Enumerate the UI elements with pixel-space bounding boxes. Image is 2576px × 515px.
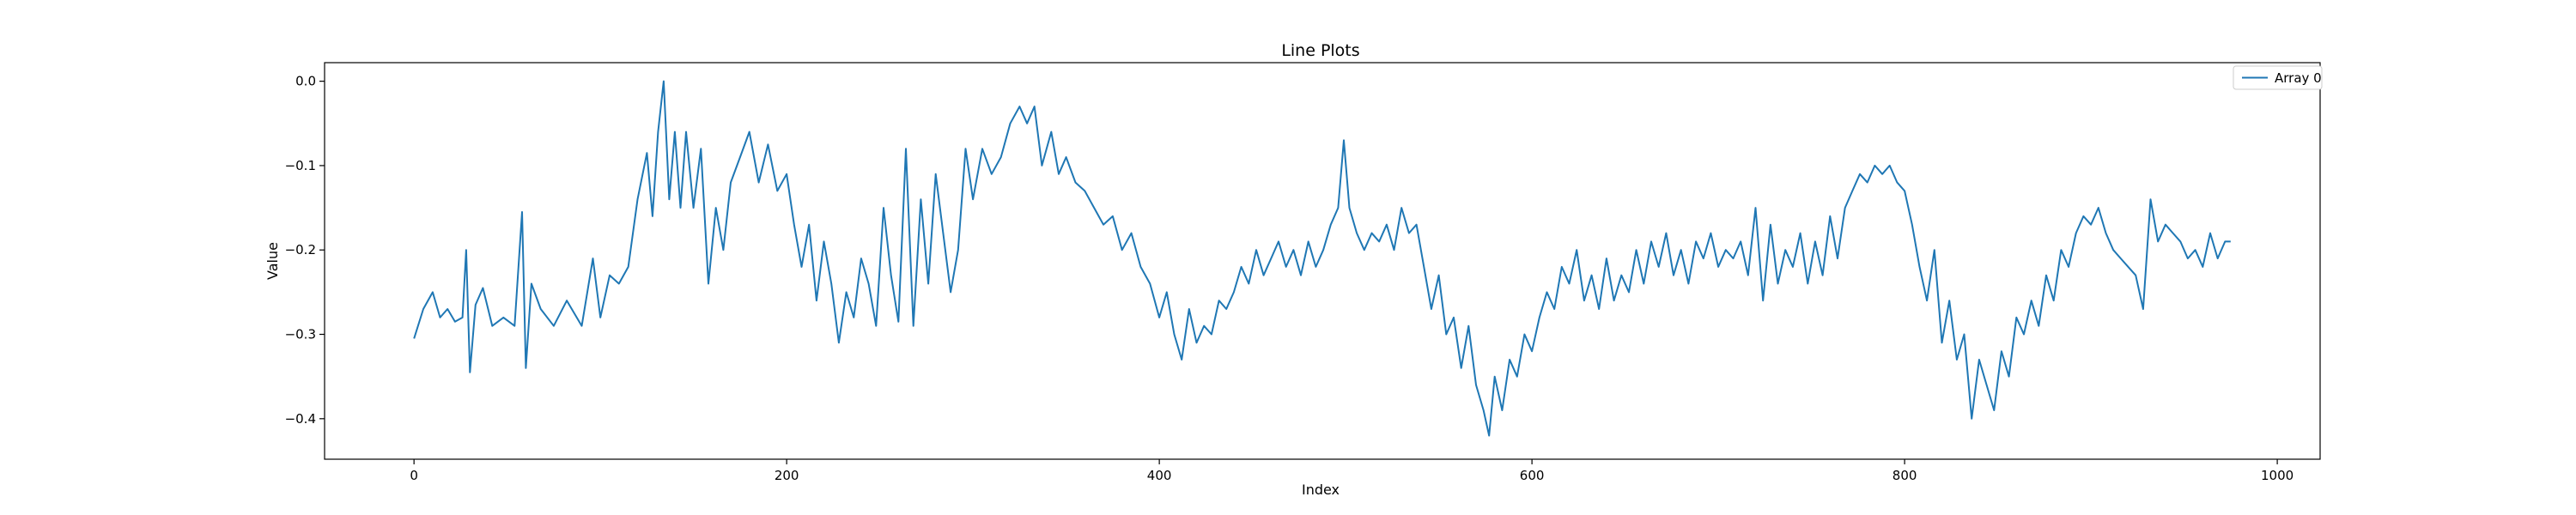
x-tick-label: 400 [1147, 468, 1172, 483]
chart-title: Line Plots [1281, 41, 1359, 60]
legend: Array 0 [2233, 65, 2323, 90]
axes-border [324, 62, 2321, 460]
x-tick-label: 0 [410, 468, 418, 483]
legend-label-array-0: Array 0 [2275, 70, 2322, 86]
y-tick-label: −0.1 [285, 158, 316, 173]
series-layer [413, 80, 2231, 437]
x-axis-label: Index [1302, 482, 1340, 498]
y-tick-label: −0.3 [285, 327, 316, 342]
series-line-array-0 [413, 80, 2231, 437]
legend-box [2233, 65, 2323, 90]
x-axis: 0 200 400 600 800 1000 [410, 459, 2293, 483]
x-tick-label: 800 [1893, 468, 1917, 483]
y-tick-label: 0.0 [295, 74, 316, 89]
x-tick-label: 1000 [2261, 468, 2293, 483]
y-tick-label: −0.4 [285, 411, 316, 427]
y-axis: 0.0 −0.1 −0.2 −0.3 −0.4 [285, 74, 325, 427]
y-axis-label: Value [264, 242, 281, 280]
x-tick-label: 200 [775, 468, 799, 483]
x-tick-label: 600 [1520, 468, 1545, 483]
y-tick-label: −0.2 [285, 242, 316, 258]
plot-frame [324, 62, 2321, 460]
